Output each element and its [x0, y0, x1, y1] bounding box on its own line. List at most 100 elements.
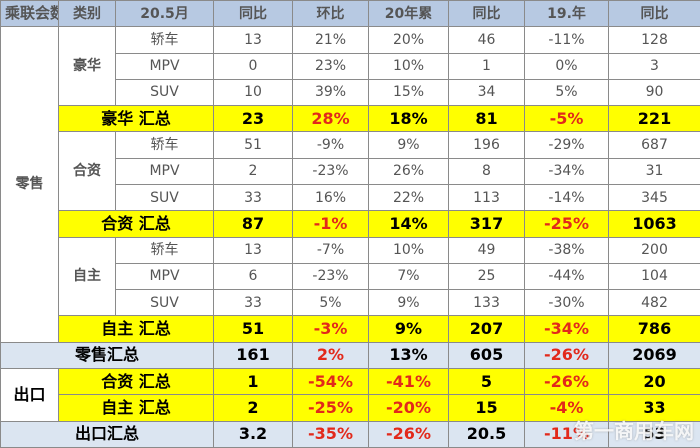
cell-may: 87 — [213, 210, 293, 238]
header-ytd-yoy: 同比 — [448, 0, 525, 28]
cell-mom: 7% — [368, 262, 449, 291]
cell-ytd-yoy: -14% — [524, 183, 609, 212]
cell-ytd: 1 — [448, 52, 525, 80]
cell-mom: -26% — [368, 420, 449, 448]
cell-mom: 15% — [368, 78, 449, 107]
cell-ytd-yoy: -26% — [524, 367, 609, 396]
cell-may: 10 — [213, 78, 293, 107]
cell-ytd-yoy: 5% — [524, 78, 609, 107]
cell-yoy: 23% — [292, 52, 369, 80]
cell-y19: 345 — [608, 183, 700, 212]
cell-may: 0 — [213, 52, 293, 80]
cell-yoy: -7% — [292, 236, 369, 264]
cell-type: 轿车 — [115, 26, 214, 54]
cell-mom: -41% — [368, 367, 449, 396]
group-label: 合资 — [58, 131, 116, 212]
cell-type: MPV — [115, 157, 214, 185]
cell-type: 轿车 — [115, 131, 214, 159]
cell-ytd: 49 — [448, 236, 525, 264]
cell-yoy: -3% — [292, 315, 369, 343]
cell-mom: 22% — [368, 183, 449, 212]
group-label: 自主 — [58, 236, 116, 317]
cell-type: SUV — [115, 289, 214, 317]
cell-mom: 10% — [368, 52, 449, 80]
cell-mom: 13% — [368, 341, 449, 369]
header-source: 乘联会数据 — [0, 0, 59, 28]
cell-ytd-yoy: -4% — [524, 394, 609, 422]
export-total-label: 出口汇总 — [0, 420, 214, 448]
cell-ytd: 196 — [448, 131, 525, 159]
cell-may: 51 — [213, 315, 293, 343]
cell-may: 6 — [213, 262, 293, 291]
header-2019-yoy: 同比 — [608, 0, 700, 28]
cell-type: MPV — [115, 262, 214, 291]
cell-yoy: 2% — [292, 341, 369, 369]
export-summary-label: 自主 汇总 — [58, 394, 214, 422]
cell-may: 23 — [213, 105, 293, 133]
cell-y19: 33 — [608, 394, 700, 422]
cell-ytd-yoy: -29% — [524, 131, 609, 159]
cell-ytd-yoy: -30% — [524, 289, 609, 317]
header-ytd: 20年累 — [368, 0, 449, 28]
cell-ytd: 605 — [448, 341, 525, 369]
cell-y19: 482 — [608, 289, 700, 317]
cell-ytd-yoy: -38% — [524, 236, 609, 264]
summary-label: 自主 汇总 — [58, 315, 214, 343]
cell-ytd-yoy: -26% — [524, 341, 609, 369]
cell-mom: 9% — [368, 315, 449, 343]
export-summary-label: 合资 汇总 — [58, 367, 214, 396]
cell-ytd-yoy: -34% — [524, 157, 609, 185]
cell-y19: 200 — [608, 236, 700, 264]
cell-y19: 1063 — [608, 210, 700, 238]
cell-mom: 9% — [368, 289, 449, 317]
cell-y19: 53 — [608, 420, 700, 448]
cell-y19: 31 — [608, 157, 700, 185]
summary-label: 合资 汇总 — [58, 210, 214, 238]
cell-type: 轿车 — [115, 236, 214, 264]
export-label: 出口 — [0, 367, 59, 422]
header-yoy: 同比 — [213, 0, 293, 28]
cell-yoy: -35% — [292, 420, 369, 448]
cell-yoy: 21% — [292, 26, 369, 54]
cell-ytd-yoy: -11% — [524, 26, 609, 54]
cell-may: 33 — [213, 183, 293, 212]
cell-y19: 786 — [608, 315, 700, 343]
cell-ytd: 46 — [448, 26, 525, 54]
cell-y19: 687 — [608, 131, 700, 159]
cell-ytd: 81 — [448, 105, 525, 133]
header-may: 20.5月 — [115, 0, 214, 28]
cell-yoy: 5% — [292, 289, 369, 317]
cell-may: 1 — [213, 367, 293, 396]
cell-mom: 10% — [368, 236, 449, 264]
cell-ytd-yoy: -25% — [524, 210, 609, 238]
header-row: 乘联会数据 类别 20.5月 同比 环比 20年累 同比 19.年 同比 — [0, 0, 700, 28]
cell-yoy: -9% — [292, 131, 369, 159]
cell-mom: 9% — [368, 131, 449, 159]
cell-type: SUV — [115, 78, 214, 107]
cell-ytd: 20.5 — [448, 420, 525, 448]
cell-y19: 221 — [608, 105, 700, 133]
cell-ytd-yoy: 0% — [524, 52, 609, 80]
retail-total-label: 零售汇总 — [0, 341, 214, 369]
header-mom: 环比 — [292, 0, 369, 28]
cell-ytd: 15 — [448, 394, 525, 422]
cell-mom: 18% — [368, 105, 449, 133]
cell-yoy: -23% — [292, 157, 369, 185]
cell-may: 3.2 — [213, 420, 293, 448]
cell-ytd: 133 — [448, 289, 525, 317]
cell-yoy: 39% — [292, 78, 369, 107]
cell-yoy: -25% — [292, 394, 369, 422]
cell-ytd-yoy: -11% — [524, 420, 609, 448]
retail-label: 零售 — [0, 26, 59, 343]
header-category: 类别 — [58, 0, 116, 28]
